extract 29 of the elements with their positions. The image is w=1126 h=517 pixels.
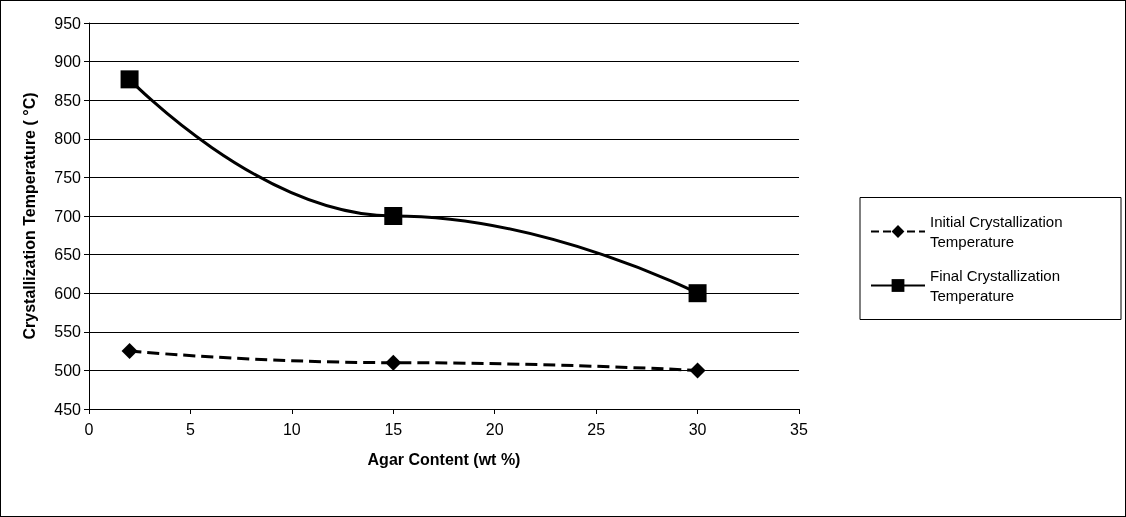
- x-tick-label: 0: [84, 420, 94, 438]
- y-tick-label: 550: [54, 323, 82, 341]
- x-axis-title: Agar Content (wt %): [367, 450, 521, 468]
- legend-label: Final Crystallization Temperature: [930, 267, 1065, 304]
- y-tick-label: 950: [54, 14, 82, 32]
- x-tick-label: 25: [587, 420, 606, 438]
- point: [384, 207, 403, 225]
- y-tick-label: 500: [54, 361, 82, 379]
- point: [688, 284, 707, 303]
- x-tick-label: 5: [185, 420, 195, 438]
- y-tick-label: 700: [54, 207, 82, 225]
- y-tick-label: 450: [54, 400, 82, 418]
- point: [385, 354, 402, 371]
- x-tick-label: 35: [790, 420, 808, 438]
- x-tick-label: 30: [688, 420, 707, 438]
- y-tick-label: 850: [54, 91, 82, 109]
- point: [689, 362, 706, 379]
- x-tick-label: 20: [485, 420, 504, 438]
- x-tick-label: 10: [282, 420, 301, 438]
- y-tick-label: 750: [54, 168, 82, 186]
- y-tick-label: 900: [54, 53, 82, 71]
- y-axis-title: Crystallization Temperature ( °C): [20, 92, 38, 340]
- point: [121, 343, 138, 360]
- point: [120, 70, 139, 89]
- x-tick-label: 15: [384, 420, 403, 438]
- legend-label: Initial Crystallization Temperature: [930, 213, 1067, 250]
- y-tick-label: 650: [54, 246, 82, 264]
- y-tick-label: 800: [54, 130, 82, 148]
- y-tick-label: 600: [54, 284, 82, 302]
